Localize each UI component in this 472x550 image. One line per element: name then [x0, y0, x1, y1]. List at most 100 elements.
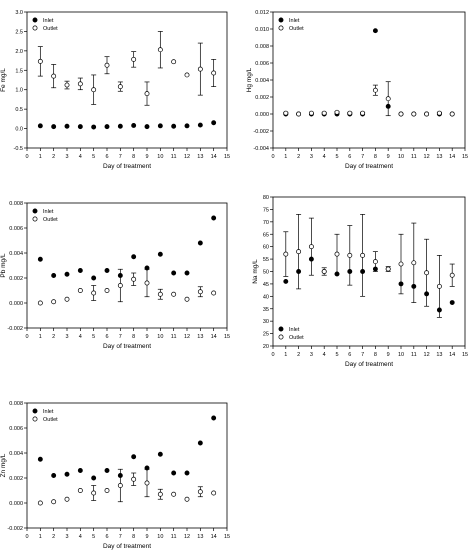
x-tick-label: 14	[449, 352, 455, 358]
x-tick-label: 2	[52, 334, 55, 340]
outlet-point	[91, 290, 97, 296]
outlet-point	[211, 490, 217, 496]
outlet-point	[77, 81, 83, 87]
x-tick-label: 5	[335, 154, 338, 160]
outlet-point	[64, 82, 70, 88]
y-tick-label: 60	[263, 245, 269, 251]
chart-panel-4: 0 1 2 3 4 5 6 7 8 9 10 11 12 13 14 15-0.0020.0000.0020.…	[0, 401, 230, 550]
y-tick-label: 0.004	[9, 451, 23, 457]
y-tick-label: 3.0	[15, 10, 23, 16]
y-tick-label: 65	[263, 232, 269, 238]
legend-marker	[32, 408, 38, 414]
inlet-point	[131, 123, 137, 128]
x-tick-label: 1	[39, 154, 42, 160]
outlet-point	[211, 70, 217, 76]
outlet-point	[91, 87, 97, 93]
y-tick-label: 50	[263, 270, 269, 276]
x-tick-label: 14	[211, 334, 217, 340]
outlet-point	[91, 490, 97, 496]
x-tick-label: 9	[145, 154, 148, 160]
inlet-point	[64, 271, 70, 277]
inlet-point	[283, 278, 289, 284]
x-tick-label: 13	[436, 154, 442, 160]
y-tick-label: 40	[263, 294, 269, 300]
x-tick-label: 4	[323, 154, 326, 160]
legend-marker	[32, 17, 38, 23]
y-tick-label: 0.002	[255, 95, 269, 101]
x-tick-label: 6	[105, 534, 108, 540]
x-tick-label: 12	[184, 334, 190, 340]
y-tick-label: -0.004	[253, 146, 269, 152]
x-tick-label: 8	[374, 154, 377, 160]
inlet-point	[77, 468, 83, 473]
outlet-point	[104, 62, 110, 68]
inlet-point	[157, 451, 163, 457]
x-tick-label: 0	[25, 154, 28, 160]
y-tick-label: 2.0	[15, 49, 23, 55]
legend-label: Inlet	[289, 327, 300, 333]
outlet-point	[360, 110, 366, 116]
x-tick-label: 10	[398, 154, 404, 160]
outlet-point	[131, 56, 137, 62]
y-tick-label: 0.010	[255, 27, 269, 33]
outlet-point	[296, 249, 302, 255]
outlet-point	[347, 252, 353, 258]
outlet-point	[283, 110, 289, 116]
x-tick-label: 3	[310, 154, 313, 160]
x-tick-label: 10	[157, 154, 163, 160]
inlet-point	[64, 471, 70, 477]
outlet-point	[77, 288, 83, 293]
outlet-point	[411, 111, 417, 117]
inlet-point	[211, 120, 217, 126]
inlet-point	[197, 440, 203, 446]
outlet-point	[51, 73, 57, 79]
x-tick-label: 14	[211, 154, 217, 160]
outlet-point	[104, 488, 110, 493]
outlet-point	[157, 491, 163, 497]
y-tick-label: 0.006	[9, 426, 23, 432]
inlet-point	[104, 468, 110, 473]
x-tick-label: 0	[271, 154, 274, 160]
inlet-point	[91, 475, 97, 481]
x-tick-label: 5	[92, 534, 95, 540]
outlet-point	[171, 59, 177, 65]
outlet-point	[184, 72, 190, 78]
y-tick-label: 1.5	[15, 68, 23, 74]
x-tick-label: 15	[224, 154, 230, 160]
outlet-point	[321, 269, 327, 274]
plot-frame	[26, 402, 228, 529]
chart-panel-0: 0 1 2 3 4 5 6 7 8 9 10 11 12 13 14 15-0.50.00.51.01.52.…	[0, 10, 230, 170]
y-tick-label: 0.008	[255, 44, 269, 50]
y-axis-label: Hg mg/L	[246, 67, 253, 92]
legend-label: Outlet	[43, 217, 58, 223]
x-tick-label: 9	[145, 534, 148, 540]
outlet-point	[171, 491, 177, 497]
x-tick-label: 3	[310, 352, 313, 358]
x-tick-label: 13	[197, 154, 203, 160]
inlet-point	[144, 124, 150, 130]
legend-marker	[278, 17, 284, 23]
inlet-point	[157, 251, 163, 257]
outlet-point	[37, 500, 43, 506]
x-tick-label: 12	[424, 352, 430, 358]
x-tick-label: 1	[39, 334, 42, 340]
outlet-point	[308, 110, 314, 116]
outlet-point	[184, 496, 190, 502]
x-tick-label: 5	[92, 334, 95, 340]
outlet-point	[347, 110, 353, 116]
inlet-point	[184, 270, 190, 276]
outlet-point	[411, 260, 417, 266]
x-tick-label: 9	[145, 334, 148, 340]
x-tick-label: 15	[224, 334, 230, 340]
x-tick-label: 8	[374, 352, 377, 358]
inlet-point	[77, 124, 83, 130]
y-tick-label: 0.0	[15, 127, 23, 133]
y-axis-label: Fe mg/L	[0, 68, 7, 92]
x-tick-label: 2	[52, 154, 55, 160]
y-tick-label: 0.5	[15, 107, 23, 113]
legend-marker	[278, 334, 284, 340]
chart-panel-1: 0 1 2 3 4 5 6 7 8 9 10 11 12 13 14 15-0.004-0.0020.0000…	[246, 10, 468, 170]
y-tick-label: 55	[263, 257, 269, 263]
outlet-point	[64, 496, 70, 502]
